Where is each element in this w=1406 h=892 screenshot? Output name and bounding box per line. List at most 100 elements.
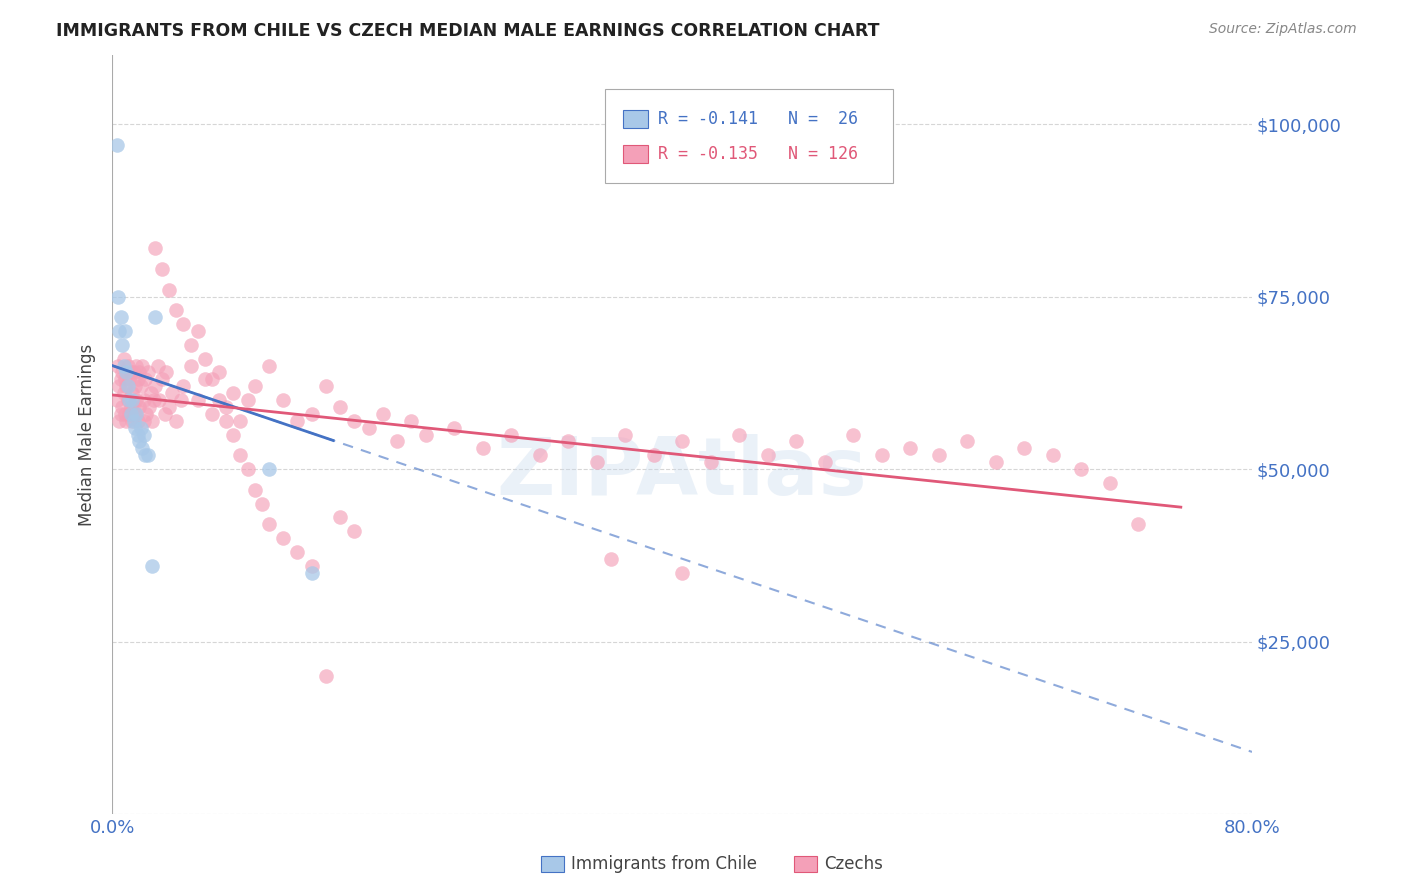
Point	[315, 669, 337, 683]
Point	[529, 448, 551, 462]
Point	[301, 407, 323, 421]
Text: Immigrants from Chile: Immigrants from Chile	[571, 855, 756, 873]
Point	[155, 366, 177, 380]
Point	[157, 283, 180, 297]
Point	[127, 372, 149, 386]
Point	[222, 427, 245, 442]
Point	[117, 393, 139, 408]
Point	[127, 414, 149, 428]
Point	[1012, 442, 1035, 456]
Point	[956, 434, 979, 449]
Point	[127, 427, 149, 442]
Y-axis label: Median Male Earnings: Median Male Earnings	[79, 343, 96, 525]
Point	[134, 372, 156, 386]
Point	[343, 524, 366, 538]
Point	[471, 442, 494, 456]
Point	[1098, 475, 1121, 490]
Point	[215, 414, 238, 428]
Point	[107, 290, 129, 304]
Point	[120, 400, 142, 414]
Point	[842, 427, 865, 442]
Point	[132, 414, 155, 428]
Point	[201, 372, 224, 386]
Point	[257, 462, 280, 476]
Point	[148, 393, 170, 408]
Point	[343, 414, 366, 428]
Point	[105, 393, 128, 408]
Point	[118, 393, 141, 408]
Point	[785, 434, 807, 449]
Point	[111, 366, 134, 380]
Point	[187, 324, 209, 338]
Point	[118, 372, 141, 386]
Point	[585, 455, 607, 469]
Point	[201, 407, 224, 421]
Point	[243, 483, 266, 497]
Point	[357, 420, 380, 434]
Point	[756, 448, 779, 462]
Point	[122, 400, 145, 414]
Point	[111, 400, 134, 414]
Point	[138, 400, 160, 414]
Point	[671, 434, 693, 449]
Point	[141, 558, 163, 573]
Point	[120, 366, 142, 380]
Point	[157, 400, 180, 414]
Point	[172, 317, 194, 331]
Point	[115, 379, 138, 393]
Point	[112, 351, 135, 366]
Point	[121, 393, 143, 408]
Point	[131, 359, 153, 373]
Point	[115, 414, 138, 428]
Point	[131, 442, 153, 456]
Point	[150, 262, 173, 277]
Point	[143, 310, 166, 325]
Point	[215, 400, 238, 414]
Point	[1042, 448, 1064, 462]
Point	[236, 462, 259, 476]
Point	[614, 427, 637, 442]
Point	[122, 414, 145, 428]
Point	[143, 241, 166, 255]
Point	[160, 386, 183, 401]
Point	[129, 420, 152, 434]
Point	[287, 545, 309, 559]
Point	[180, 338, 202, 352]
Point	[257, 517, 280, 532]
Point	[984, 455, 1007, 469]
Point	[124, 379, 146, 393]
Point	[125, 393, 148, 408]
Point	[114, 372, 136, 386]
Point	[443, 420, 465, 434]
Point	[108, 414, 131, 428]
Point	[146, 359, 169, 373]
Point	[187, 393, 209, 408]
Point	[194, 351, 217, 366]
Point	[121, 386, 143, 401]
Point	[110, 372, 132, 386]
Point	[222, 386, 245, 401]
Text: ZIPAtlas: ZIPAtlas	[496, 434, 868, 511]
Point	[117, 359, 139, 373]
Point	[1070, 462, 1092, 476]
Point	[128, 366, 150, 380]
Point	[928, 448, 950, 462]
Point	[111, 338, 134, 352]
Point	[236, 393, 259, 408]
Point	[169, 393, 191, 408]
Point	[250, 497, 273, 511]
Point	[108, 379, 131, 393]
Point	[257, 359, 280, 373]
Point	[135, 407, 157, 421]
Point	[124, 407, 146, 421]
Point	[643, 448, 665, 462]
Point	[112, 386, 135, 401]
Point	[153, 407, 176, 421]
Text: R = -0.141   N =  26: R = -0.141 N = 26	[658, 110, 858, 128]
Point	[124, 420, 146, 434]
Point	[110, 407, 132, 421]
Point	[105, 137, 128, 152]
Point	[600, 551, 623, 566]
Point	[150, 372, 173, 386]
Point	[143, 379, 166, 393]
